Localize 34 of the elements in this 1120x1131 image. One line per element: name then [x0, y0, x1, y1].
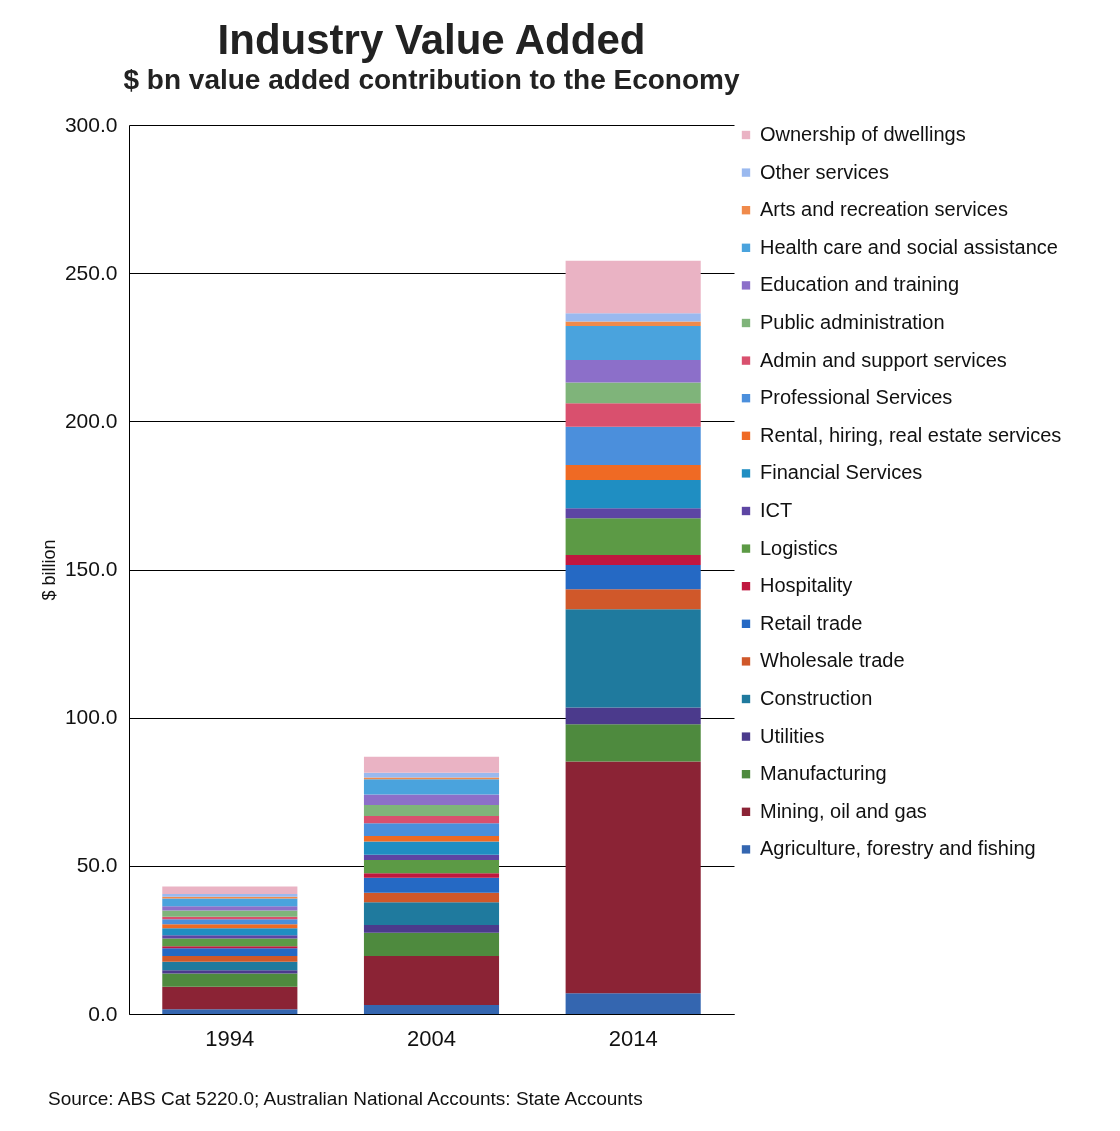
legend-label: Professional Services — [760, 386, 953, 409]
y-axis-title: $ billion — [38, 539, 59, 601]
y-tick-label: 50.0 — [76, 853, 118, 877]
legend-label: Hospitality — [760, 574, 853, 597]
x-tick-label: 1994 — [205, 1025, 255, 1051]
legend-label: Mining, oil and gas — [760, 799, 927, 822]
y-tick-label: 250.0 — [64, 260, 118, 284]
legend-label: Retail trade — [760, 611, 863, 634]
legend-label: Logistics — [760, 536, 838, 559]
y-tick-label: 0.0 — [88, 1001, 118, 1025]
legend-label: Rental, hiring, real estate services — [760, 423, 1062, 446]
y-tick-label: 300.0 — [64, 112, 118, 136]
legend-label: Financial Services — [760, 461, 923, 484]
legend-label: Manufacturing — [760, 762, 887, 785]
y-tick-label: 100.0 — [64, 705, 118, 729]
legend-label: Ownership of dwellings — [760, 123, 966, 145]
chart-title: Industry Value Added — [217, 16, 646, 63]
legend-label: Other services — [760, 160, 889, 183]
legend-label: Arts and recreation services — [760, 198, 1008, 221]
legend-label: Admin and support services — [760, 348, 1007, 371]
x-tick-label: 2014 — [608, 1025, 658, 1051]
legend-label: ICT — [760, 499, 793, 521]
legend-label: Education and training — [760, 273, 960, 296]
legend-label: Public administration — [760, 311, 945, 333]
chart-subtitle: $ bn value added contribution to the Economy — [123, 64, 740, 95]
legend-label: Health care and social assistance — [760, 235, 1058, 258]
source-note: Source: ABS Cat 5220.0; Australian National Accounts: State Accounts — [48, 1088, 643, 1110]
legend-label: Wholesale trade — [760, 649, 905, 672]
y-tick-label: 200.0 — [64, 408, 118, 432]
legend-label: Utilities — [760, 724, 825, 747]
legend-label: Construction — [760, 687, 873, 709]
legend-label: Agriculture, forestry and fishing — [760, 837, 1036, 860]
x-tick-label: 2004 — [407, 1025, 456, 1051]
y-tick-label: 150.0 — [64, 557, 118, 580]
